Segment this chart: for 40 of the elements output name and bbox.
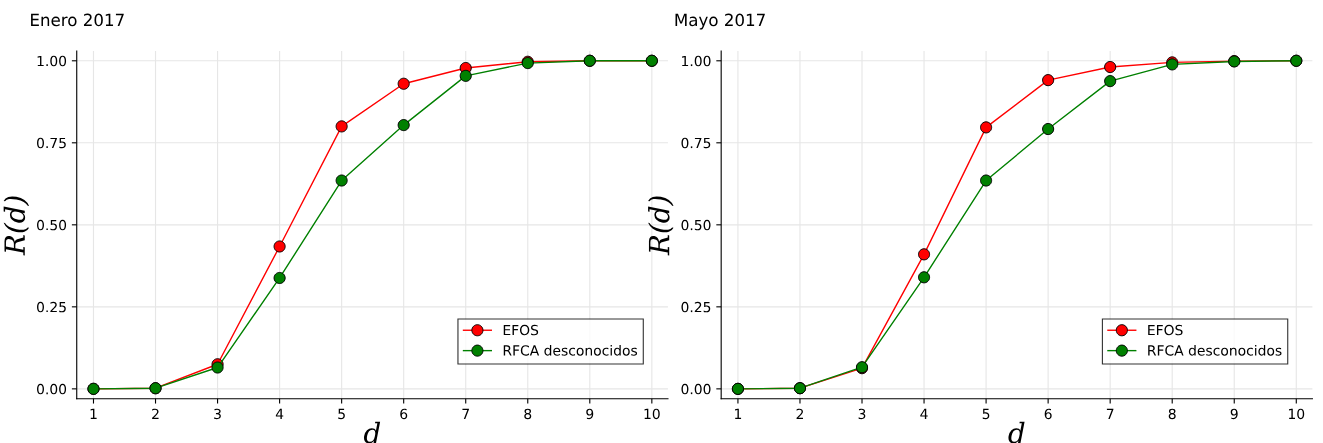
x-tick-label: 7 [1106,408,1114,419]
y-tick-label: 0.25 [681,301,711,313]
x-tick-label: 5 [982,408,990,420]
legend-label: RFCA desconocidos [1148,344,1282,356]
y-tick-label: 0.00 [681,383,711,395]
y-tick-label: 0.00 [37,383,67,395]
x-tick-label: 1 [735,408,742,419]
x-tick-label: 7 [462,408,469,419]
legend-label: EFOS [1148,324,1183,336]
x-tick-label: 4 [275,408,284,419]
y-tick-label: 0.50 [681,219,711,231]
y-tick-label: 0.75 [37,137,66,149]
x-tick-label: 3 [858,408,866,420]
x-tick-label: 9 [586,408,594,420]
chart-title: Mayo 2017 [675,13,765,30]
x-tick-label: 8 [524,408,532,420]
x-tick-label: 10 [1288,408,1305,420]
x-tick-label: 10 [644,408,660,420]
y-tick-label: 0.50 [37,219,67,231]
x-tick-label: 6 [1044,408,1052,420]
y-axis-title: R(d) [3,196,30,256]
x-tick-label: 8 [1168,408,1176,420]
x-tick-label: 4 [920,408,928,419]
legend-label: RFCA desconocidos [503,344,638,356]
x-tick-label: 5 [338,408,345,420]
x-axis-title: d [1008,421,1025,443]
y-axis-title: R(d) [648,196,674,256]
legend-label: EFOS [503,324,539,336]
x-tick-label: 3 [214,408,221,420]
x-tick-label: 9 [1230,408,1238,420]
x-axis-title: d [364,421,381,443]
y-tick-label: 0.25 [37,301,66,313]
x-tick-label: 6 [400,408,408,420]
y-tick-label: 0.75 [681,137,711,149]
y-tick-label: 1.00 [37,55,67,67]
x-tick-label: 2 [152,408,159,419]
x-tick-label: 1 [90,408,97,419]
y-tick-label: 1.00 [682,55,711,67]
chart-title: Enero 2017 [31,13,124,27]
x-tick-label: 2 [796,408,803,419]
